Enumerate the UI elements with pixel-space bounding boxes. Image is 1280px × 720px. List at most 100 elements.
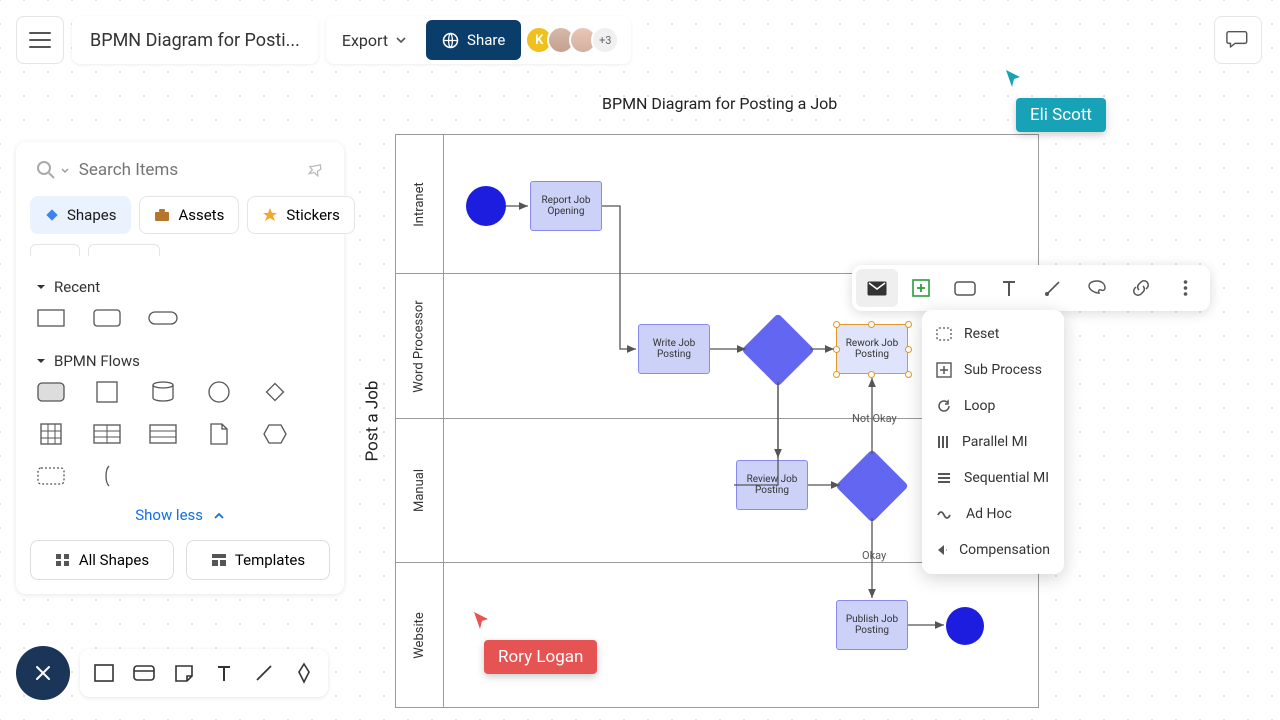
menu-button[interactable] bbox=[16, 16, 64, 64]
end-event[interactable] bbox=[946, 607, 984, 645]
shape-rect[interactable] bbox=[36, 306, 66, 330]
overflow-tab-1[interactable] bbox=[30, 244, 80, 256]
menu-loop[interactable]: Loop bbox=[922, 388, 1064, 424]
ctx-edge[interactable] bbox=[1032, 269, 1074, 307]
close-icon bbox=[34, 664, 52, 682]
task-write[interactable]: Write Job Posting bbox=[638, 324, 710, 374]
ctx-msg[interactable] bbox=[856, 269, 898, 307]
tab-shapes-label: Shapes bbox=[67, 206, 116, 224]
ctx-shape[interactable] bbox=[944, 269, 986, 307]
context-menu: Reset Sub Process Loop Parallel MI Seque… bbox=[922, 310, 1064, 574]
context-toolbar bbox=[852, 265, 1210, 311]
parallel-icon bbox=[936, 434, 950, 450]
share-button[interactable]: Share bbox=[426, 20, 521, 60]
menu-compensation-label: Compensation bbox=[959, 542, 1050, 558]
show-less-label: Show less bbox=[135, 506, 203, 524]
menu-compensation[interactable]: Compensation bbox=[922, 532, 1064, 568]
palette-icon bbox=[1087, 279, 1107, 297]
tool-line[interactable] bbox=[244, 653, 284, 693]
ctx-more[interactable] bbox=[1164, 269, 1206, 307]
tab-stickers[interactable]: Stickers bbox=[247, 196, 355, 234]
tab-assets-label: Assets bbox=[178, 206, 224, 224]
menu-subprocess[interactable]: Sub Process bbox=[922, 352, 1064, 388]
tool-card[interactable] bbox=[124, 653, 164, 693]
show-less-button[interactable]: Show less bbox=[30, 506, 330, 524]
collab-avatars[interactable]: K +3 bbox=[525, 26, 631, 54]
link-icon bbox=[1131, 278, 1151, 298]
all-shapes-button[interactable]: All Shapes bbox=[30, 540, 174, 580]
cursor-eli-badge: Eli Scott bbox=[1016, 98, 1106, 132]
menu-adhoc-label: Ad Hoc bbox=[966, 506, 1012, 522]
document-title[interactable]: BPMN Diagram for Posti... bbox=[72, 16, 318, 64]
overflow-tab-2[interactable] bbox=[88, 244, 160, 256]
cursor-icon bbox=[472, 610, 492, 632]
lane-head-manual: Manual bbox=[396, 419, 444, 562]
chevron-down-icon bbox=[61, 168, 69, 173]
section-bpmn[interactable]: BPMN Flows bbox=[36, 352, 330, 370]
shape-task[interactable] bbox=[36, 380, 66, 404]
envelope-icon bbox=[867, 281, 887, 296]
shape-circle[interactable] bbox=[204, 380, 234, 404]
diagram-title: BPMN Diagram for Posting a Job bbox=[602, 94, 837, 113]
comment-button[interactable] bbox=[1214, 16, 1262, 64]
shape-diamond[interactable] bbox=[260, 380, 290, 404]
tool-text[interactable] bbox=[204, 653, 244, 693]
section-recent[interactable]: Recent bbox=[36, 278, 330, 296]
lane-head-word: Word Processor bbox=[396, 274, 444, 418]
menu-parallel[interactable]: Parallel MI bbox=[922, 424, 1064, 460]
sequential-icon bbox=[936, 471, 952, 485]
shape-paren[interactable] bbox=[92, 464, 122, 488]
shape-list[interactable] bbox=[148, 422, 178, 446]
lane-head-intranet: Intranet bbox=[396, 135, 444, 273]
ctx-plus[interactable] bbox=[900, 269, 942, 307]
tool-note[interactable] bbox=[164, 653, 204, 693]
task-rework-selected[interactable]: Rework Job Posting bbox=[836, 324, 908, 374]
close-panel-button[interactable] bbox=[16, 646, 70, 700]
shape-doc[interactable] bbox=[204, 422, 234, 446]
templates-button[interactable]: Templates bbox=[186, 540, 330, 580]
plus-box-icon bbox=[912, 279, 930, 297]
task-report[interactable]: Report Job Opening bbox=[530, 181, 602, 231]
menu-sequential-label: Sequential MI bbox=[964, 470, 1049, 486]
shape-dashed[interactable] bbox=[36, 464, 66, 488]
export-button[interactable]: Export bbox=[326, 16, 422, 64]
adhoc-icon bbox=[936, 509, 954, 519]
reset-icon bbox=[936, 327, 952, 341]
menu-loop-label: Loop bbox=[964, 398, 995, 414]
caret-down-icon bbox=[36, 284, 46, 291]
shape-datastore[interactable] bbox=[148, 380, 178, 404]
sidebar: Shapes Assets Stickers Recent BPMN Flows bbox=[16, 142, 344, 594]
shape-pill[interactable] bbox=[148, 306, 178, 330]
search-input[interactable] bbox=[79, 160, 301, 180]
start-event[interactable] bbox=[466, 186, 506, 226]
pin-icon[interactable] bbox=[303, 158, 328, 183]
text-icon bbox=[1001, 279, 1017, 297]
menu-reset[interactable]: Reset bbox=[922, 316, 1064, 352]
shape-rounded[interactable] bbox=[92, 306, 122, 330]
shape-hexagon[interactable] bbox=[260, 422, 290, 446]
task-review[interactable]: Review Job Posting bbox=[736, 460, 808, 510]
tab-shapes[interactable]: Shapes bbox=[30, 196, 131, 234]
shape-grid[interactable] bbox=[36, 422, 66, 446]
rounded-rect-icon bbox=[954, 281, 976, 296]
tool-pen[interactable] bbox=[284, 653, 324, 693]
menu-adhoc[interactable]: Ad Hoc bbox=[922, 496, 1064, 532]
task-publish[interactable]: Publish Job Posting bbox=[836, 600, 908, 650]
ctx-link[interactable] bbox=[1120, 269, 1162, 307]
shape-square[interactable] bbox=[92, 380, 122, 404]
section-bpmn-label: BPMN Flows bbox=[54, 352, 140, 370]
sidebar-tabs: Shapes Assets Stickers bbox=[30, 196, 330, 234]
tab-assets[interactable]: Assets bbox=[139, 196, 239, 234]
bottom-toolbar bbox=[16, 646, 328, 700]
loop-icon bbox=[936, 398, 952, 414]
tool-rect[interactable] bbox=[84, 653, 124, 693]
shapes-icon bbox=[55, 553, 71, 567]
menu-sequential[interactable]: Sequential MI bbox=[922, 460, 1064, 496]
tab-stickers-label: Stickers bbox=[286, 206, 340, 224]
ctx-style[interactable] bbox=[1076, 269, 1118, 307]
star-icon bbox=[262, 207, 278, 223]
ctx-text[interactable] bbox=[988, 269, 1030, 307]
tool-group bbox=[80, 649, 328, 697]
lane-head-website: Website bbox=[396, 563, 444, 707]
shape-table[interactable] bbox=[92, 422, 122, 446]
